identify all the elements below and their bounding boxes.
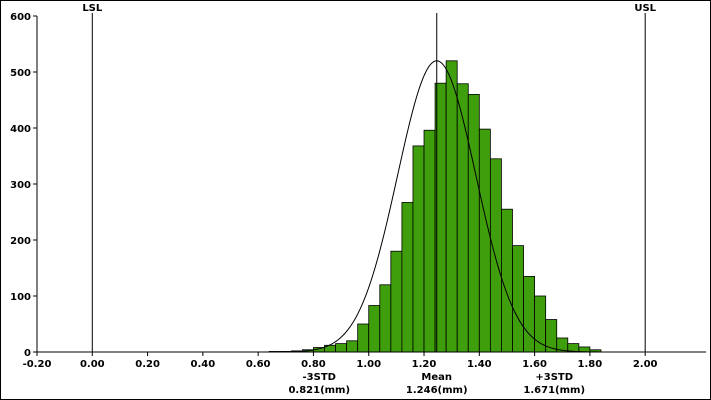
histogram-bar (412, 145, 425, 353)
x-tick-label: 0.80 (301, 359, 326, 370)
histogram-bar (335, 343, 348, 353)
y-tick-label: 300 (10, 180, 31, 191)
histogram-bar (456, 83, 469, 353)
histogram-bar (501, 208, 513, 353)
x-tick-label: 0.60 (246, 359, 271, 370)
plus-3std-value: 1.671(mm) (523, 385, 585, 396)
histogram-bar (423, 129, 436, 353)
histogram-bar (478, 128, 491, 353)
x-tick-label: 0.00 (80, 359, 105, 370)
y-tick-label: 600 (10, 12, 31, 23)
x-axis-ticks: -0.20 0.00 0.20 0.40 0.60 0.80 1.00 1.20 1.40 1.6… (23, 352, 658, 370)
x-tick-label: 1.20 (412, 359, 437, 370)
lsl-label: LSL (82, 3, 103, 14)
y-tick-label: 500 (10, 68, 31, 79)
histogram-bar (445, 60, 458, 353)
usl-label: USL (634, 3, 656, 14)
x-tick-label: 0.40 (191, 359, 216, 370)
histogram-bar (346, 340, 359, 353)
y-tick-label: 200 (10, 236, 31, 247)
y-axis-ticks: 0 100 200 300 400 500 600 (10, 12, 37, 359)
histogram-bar (390, 250, 403, 353)
spec-lines (91, 13, 646, 352)
y-tick-label: 400 (10, 124, 31, 135)
minus-3std-value: 0.821(mm) (288, 385, 350, 396)
histogram-bar (523, 275, 536, 353)
histogram-bar (489, 158, 502, 353)
histogram-bar (545, 319, 558, 353)
y-tick-label: 0 (24, 348, 31, 359)
plus-3std-label: +3STD (535, 372, 573, 383)
histogram-bar (357, 323, 370, 353)
x-tick-label: 1.00 (356, 359, 381, 370)
histogram-bar (467, 94, 480, 353)
histogram-bars (268, 60, 602, 353)
histogram-bar (401, 202, 414, 353)
x-tick-label: 0.20 (135, 359, 160, 370)
x-tick-label: -0.20 (23, 359, 52, 370)
minus-3std-label: -3STD (303, 372, 336, 383)
x-tick-label: 1.40 (467, 359, 492, 370)
histogram-bar (379, 284, 392, 353)
x-tick-label: 2.00 (633, 359, 658, 370)
x-tick-label: 1.80 (578, 359, 603, 370)
mean-value: 1.246(mm) (406, 385, 468, 396)
mean-label: Mean (421, 372, 452, 383)
y-tick-label: 100 (10, 292, 31, 303)
x-tick-label: 1.60 (522, 359, 547, 370)
histogram-bar (368, 305, 381, 353)
histogram-bar (512, 245, 524, 353)
